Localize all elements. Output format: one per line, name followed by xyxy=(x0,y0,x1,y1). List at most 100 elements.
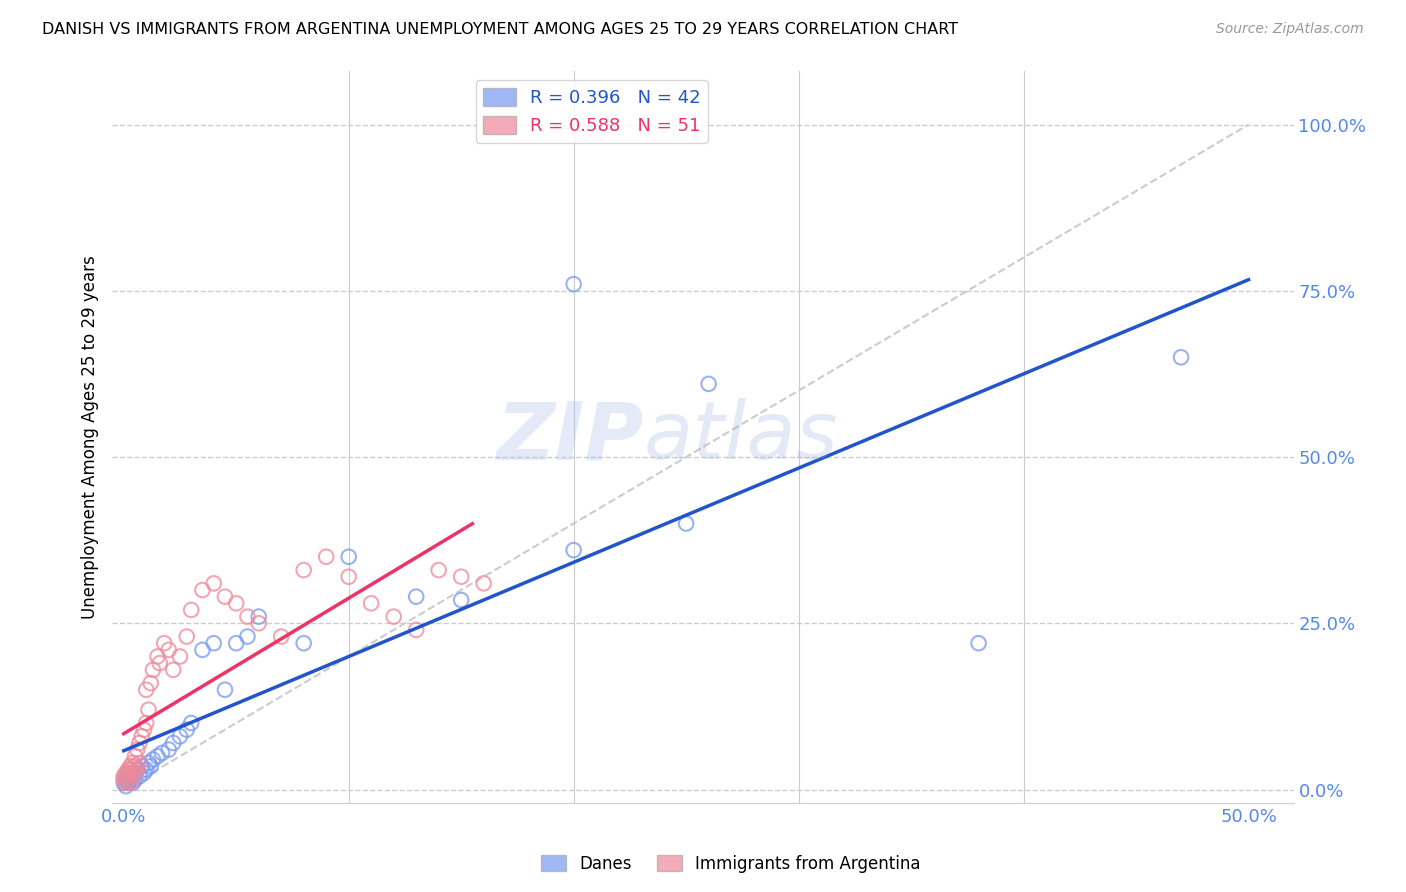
Text: atlas: atlas xyxy=(644,398,839,476)
Point xyxy=(191,643,214,657)
Point xyxy=(562,543,585,558)
Point xyxy=(117,769,139,783)
Point xyxy=(382,609,405,624)
Point xyxy=(472,576,495,591)
Point xyxy=(135,763,157,777)
Point xyxy=(1170,351,1192,365)
Point xyxy=(562,277,585,292)
Point xyxy=(315,549,337,564)
Point xyxy=(225,596,247,610)
Point xyxy=(405,623,427,637)
Point xyxy=(115,776,138,790)
Point xyxy=(121,776,143,790)
Point xyxy=(124,772,146,787)
Point xyxy=(142,753,165,767)
Point xyxy=(176,630,198,644)
Point xyxy=(675,516,697,531)
Point xyxy=(120,772,142,787)
Point xyxy=(115,772,138,787)
Point xyxy=(225,636,247,650)
Point xyxy=(135,682,157,697)
Point xyxy=(138,703,160,717)
Point xyxy=(450,570,472,584)
Point xyxy=(121,769,143,783)
Point xyxy=(405,590,427,604)
Point xyxy=(214,590,236,604)
Point xyxy=(180,603,202,617)
Point xyxy=(115,779,138,793)
Point xyxy=(138,756,160,770)
Point xyxy=(697,376,720,391)
Point xyxy=(124,749,146,764)
Point xyxy=(337,570,360,584)
Text: DANISH VS IMMIGRANTS FROM ARGENTINA UNEMPLOYMENT AMONG AGES 25 TO 29 YEARS CORRE: DANISH VS IMMIGRANTS FROM ARGENTINA UNEM… xyxy=(42,22,959,37)
Point xyxy=(162,663,184,677)
Legend: R = 0.396   N = 42, R = 0.588   N = 51: R = 0.396 N = 42, R = 0.588 N = 51 xyxy=(475,80,707,143)
Point xyxy=(180,716,202,731)
Point xyxy=(115,769,138,783)
Point xyxy=(150,746,173,760)
Point xyxy=(117,763,139,777)
Point xyxy=(236,609,259,624)
Point xyxy=(191,582,214,597)
Point xyxy=(131,759,153,773)
Point xyxy=(128,756,150,770)
Point xyxy=(146,649,169,664)
Point xyxy=(112,772,135,787)
Point xyxy=(202,636,225,650)
Text: ZIP: ZIP xyxy=(496,398,644,476)
Point xyxy=(120,765,142,780)
Point xyxy=(124,765,146,780)
Point xyxy=(157,643,180,657)
Point xyxy=(292,563,315,577)
Point xyxy=(121,769,143,783)
Text: Source: ZipAtlas.com: Source: ZipAtlas.com xyxy=(1216,22,1364,37)
Point xyxy=(236,630,259,644)
Point xyxy=(128,769,150,783)
Point xyxy=(117,765,139,780)
Point xyxy=(124,759,146,773)
Point xyxy=(337,549,360,564)
Point xyxy=(120,776,142,790)
Point xyxy=(247,616,270,631)
Point xyxy=(967,636,990,650)
Point xyxy=(132,765,155,780)
Point xyxy=(127,742,149,756)
Point xyxy=(120,759,142,773)
Point xyxy=(214,682,236,697)
Point xyxy=(139,759,162,773)
Point xyxy=(142,663,165,677)
Point xyxy=(124,765,146,780)
Point xyxy=(176,723,198,737)
Point xyxy=(153,636,176,650)
Point xyxy=(127,763,149,777)
Point xyxy=(270,630,292,644)
Point xyxy=(360,596,382,610)
Point xyxy=(292,636,315,650)
Y-axis label: Unemployment Among Ages 25 to 29 years: Unemployment Among Ages 25 to 29 years xyxy=(80,255,98,619)
Point xyxy=(135,716,157,731)
Point xyxy=(427,563,450,577)
Point xyxy=(157,742,180,756)
Point xyxy=(127,763,149,777)
Point xyxy=(450,593,472,607)
Point xyxy=(128,736,150,750)
Point xyxy=(112,769,135,783)
Point xyxy=(112,776,135,790)
Point xyxy=(139,676,162,690)
Point xyxy=(202,576,225,591)
Point xyxy=(117,772,139,787)
Point xyxy=(146,749,169,764)
Point xyxy=(132,723,155,737)
Point xyxy=(169,729,191,743)
Point xyxy=(117,776,139,790)
Point xyxy=(115,765,138,780)
Point xyxy=(169,649,191,664)
Point xyxy=(149,656,172,670)
Point xyxy=(247,609,270,624)
Legend: Danes, Immigrants from Argentina: Danes, Immigrants from Argentina xyxy=(534,848,928,880)
Point xyxy=(121,756,143,770)
Point xyxy=(131,729,153,743)
Point xyxy=(162,736,184,750)
Point xyxy=(120,763,142,777)
